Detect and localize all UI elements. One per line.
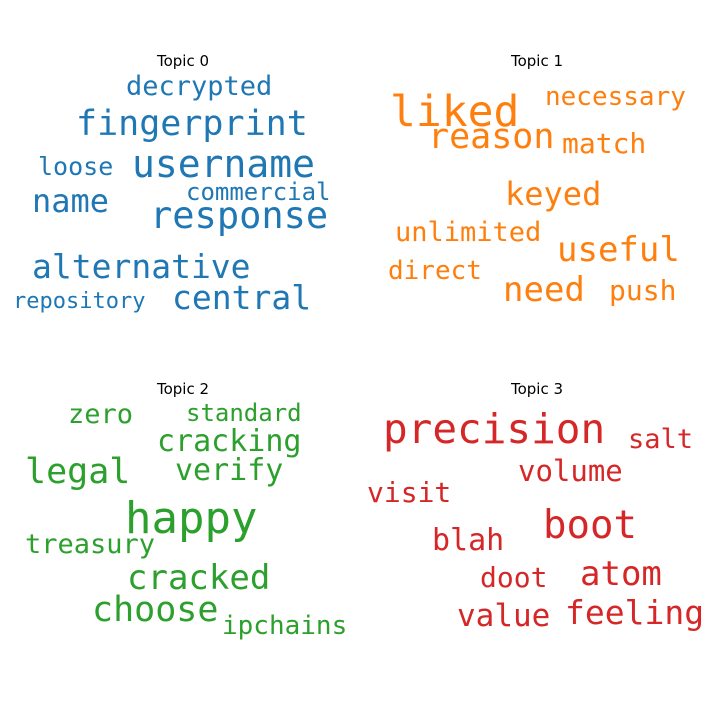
word-label: verify — [175, 453, 283, 488]
word-label: zero — [68, 399, 133, 430]
panel-title: Topic 0 — [156, 52, 209, 70]
word-label: response — [150, 194, 328, 237]
word-label: standard — [186, 399, 302, 427]
word-label: ipchains — [222, 611, 347, 641]
word-label: legal — [25, 452, 130, 492]
word-label: match — [562, 127, 646, 160]
word-label: repository — [13, 289, 145, 314]
word-label: blah — [432, 523, 504, 558]
panel-title: Topic 3 — [510, 380, 563, 398]
word-label: liked — [390, 87, 519, 137]
word-label: username — [132, 142, 315, 186]
word-label: central — [172, 278, 311, 317]
word-label: decrypted — [126, 71, 272, 102]
word-label: cracked — [127, 558, 270, 598]
word-label: volume — [518, 454, 623, 488]
panel-title: Topic 2 — [156, 380, 209, 398]
word-label: necessary — [545, 82, 686, 112]
word-label: alternative — [32, 247, 251, 286]
word-label: feeling — [565, 593, 704, 632]
word-label: loose — [38, 152, 113, 181]
word-label: value — [457, 598, 550, 634]
word-label: atom — [580, 554, 662, 594]
word-label: boot — [543, 503, 637, 548]
word-label: salt — [628, 424, 693, 455]
word-label: commercial — [186, 178, 331, 206]
word-label: visit — [367, 476, 451, 509]
word-label: doot — [480, 561, 547, 594]
word-label: keyed — [505, 175, 601, 213]
word-label: unlimited — [395, 217, 541, 248]
panel-title: Topic 1 — [510, 52, 563, 70]
word-label: need — [503, 270, 585, 310]
word-label: useful — [557, 230, 680, 270]
word-label: precision — [383, 405, 605, 453]
word-label: choose — [92, 590, 218, 630]
word-label: push — [609, 274, 676, 307]
word-label: name — [32, 182, 109, 220]
word-label: treasury — [25, 529, 155, 560]
word-label: fingerprint — [76, 104, 308, 144]
word-label: happy — [125, 493, 257, 544]
word-label: cracking — [157, 424, 302, 459]
word-label: reason — [428, 117, 554, 157]
word-label: direct — [388, 256, 482, 286]
